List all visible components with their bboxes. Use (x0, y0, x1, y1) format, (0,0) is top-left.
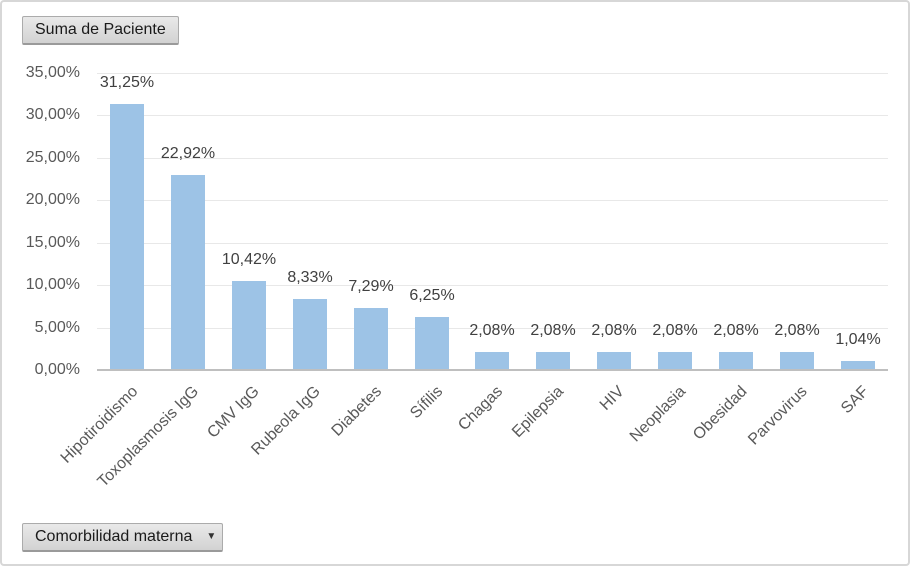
x-axis-line (97, 369, 888, 371)
gridline (97, 328, 888, 329)
bar-data-label: 31,25% (99, 74, 155, 91)
bar[interactable] (171, 175, 205, 370)
value-field-label: Suma de Paciente (35, 21, 166, 38)
bar[interactable] (475, 352, 509, 370)
bar-data-label: 10,42% (221, 251, 277, 268)
gridline (97, 200, 888, 201)
category-label: SAF (837, 383, 873, 418)
category-label: CMV IgG (204, 383, 264, 442)
category-label: Toxoplasmosis IgG (94, 383, 203, 491)
category-label: Obesidad (689, 383, 751, 444)
gridline (97, 285, 888, 286)
bar[interactable] (841, 361, 875, 370)
category-label: Epilepsia (509, 383, 568, 441)
bar-data-label: 8,33% (287, 269, 333, 286)
category-field-label: Comorbilidad materna (35, 528, 193, 545)
bar-data-label: 2,08% (774, 322, 820, 339)
y-axis-tick-label: 35,00% (25, 64, 80, 81)
y-axis-tick-label: 15,00% (25, 234, 80, 251)
bar[interactable] (719, 352, 753, 370)
category-label: Chagas (454, 383, 507, 435)
category-label: Diabetes (328, 383, 386, 440)
category-field-button[interactable]: Comorbilidad materna ▼ (22, 523, 223, 552)
bar-data-label: 7,29% (348, 278, 394, 295)
category-label: Parvovirus (745, 383, 812, 449)
category-label: Neoplasia (626, 383, 690, 446)
bar[interactable] (415, 317, 449, 370)
bar[interactable] (597, 352, 631, 370)
gridline (97, 115, 888, 116)
y-axis-tick-label: 25,00% (25, 149, 80, 166)
bar[interactable] (354, 308, 388, 370)
gridline (97, 158, 888, 159)
bar-data-label: 2,08% (652, 322, 698, 339)
bar[interactable] (658, 352, 692, 370)
y-axis-tick-label: 0,00% (34, 361, 80, 378)
gridline (97, 73, 888, 74)
bar[interactable] (780, 352, 814, 370)
bar[interactable] (536, 352, 570, 370)
y-axis-tick-label: 30,00% (25, 106, 80, 123)
chevron-down-icon[interactable]: ▼ (206, 531, 217, 542)
bar[interactable] (110, 104, 144, 370)
gridline (97, 243, 888, 244)
bar-data-label: 1,04% (835, 331, 881, 348)
bar-data-label: 2,08% (530, 322, 576, 339)
bar-data-label: 22,92% (160, 145, 216, 162)
bar[interactable] (232, 281, 266, 370)
bar-data-label: 2,08% (713, 322, 759, 339)
bar[interactable] (293, 299, 327, 370)
bar-data-label: 2,08% (591, 322, 637, 339)
value-field-button[interactable]: Suma de Paciente (22, 16, 179, 45)
y-axis-tick-label: 5,00% (34, 319, 80, 336)
category-label: HIV (597, 383, 629, 414)
y-axis-tick-label: 10,00% (25, 276, 80, 293)
category-label: Sífilis (406, 383, 447, 423)
bar-data-label: 2,08% (469, 322, 515, 339)
y-axis-tick-label: 20,00% (25, 191, 80, 208)
bar-data-label: 6,25% (409, 287, 455, 304)
